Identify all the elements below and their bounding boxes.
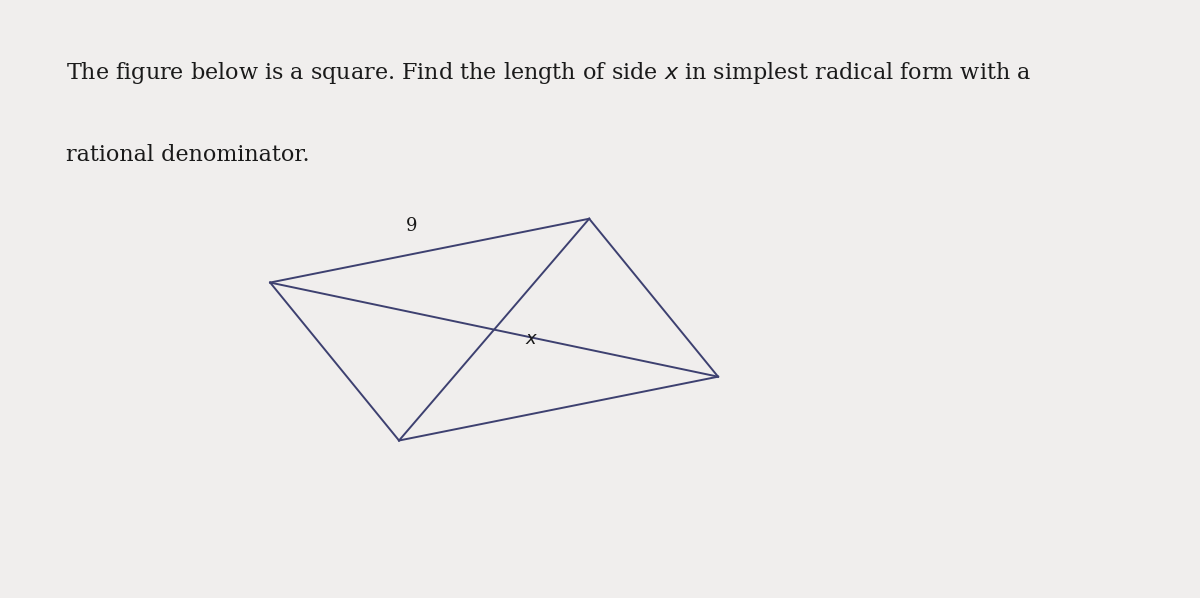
Text: $x$: $x$ [524, 330, 538, 348]
Text: rational denominator.: rational denominator. [66, 144, 310, 166]
Text: 9: 9 [406, 217, 418, 236]
Text: The figure below is a square. Find the length of side $x$ in simplest radical fo: The figure below is a square. Find the l… [66, 60, 1031, 86]
